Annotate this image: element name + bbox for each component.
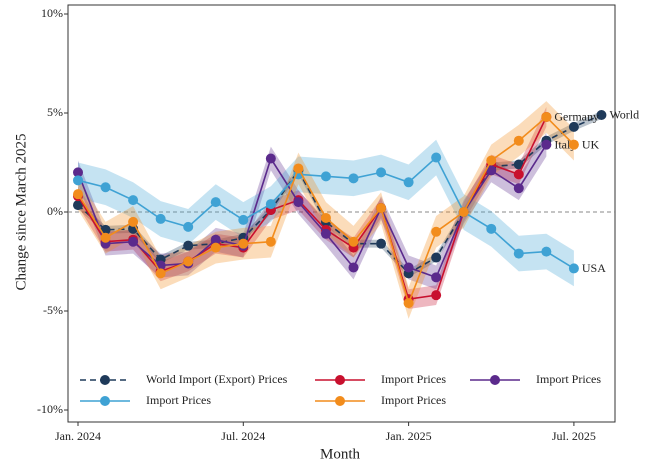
- point: [431, 226, 442, 237]
- plot-frame: [67, 4, 616, 423]
- point: [293, 163, 304, 174]
- point: [210, 242, 221, 253]
- point: [541, 139, 552, 150]
- legend-marker: [335, 396, 345, 406]
- end-label: World: [609, 108, 639, 122]
- x-tick-label: Jan. 2024: [55, 429, 101, 443]
- point: [210, 197, 221, 208]
- point: [513, 135, 524, 146]
- point: [73, 167, 83, 178]
- point: [513, 183, 524, 194]
- y-tick-label: -5%: [43, 303, 63, 317]
- point: [320, 171, 331, 182]
- point: [403, 177, 414, 188]
- point: [73, 189, 83, 200]
- point: [541, 246, 552, 257]
- point: [183, 240, 194, 251]
- point: [348, 173, 359, 184]
- point: [348, 262, 359, 273]
- point: [265, 199, 276, 210]
- legend-marker: [100, 396, 110, 406]
- y-tick-label: 0%: [47, 204, 63, 218]
- y-axis-label: Change since March 2025: [13, 133, 29, 290]
- confidence-band: [78, 101, 574, 319]
- point: [568, 263, 579, 274]
- point: [320, 228, 331, 239]
- point: [568, 121, 579, 132]
- end-label: USA: [582, 261, 606, 275]
- point: [513, 248, 524, 259]
- point: [486, 165, 497, 176]
- point: [431, 152, 442, 163]
- legend-label: Import Prices: [381, 372, 446, 386]
- point: [403, 262, 414, 273]
- y-tick-label: 10%: [41, 6, 63, 20]
- legend-marker: [490, 375, 500, 385]
- legend-label: Import Prices: [381, 393, 446, 407]
- point: [73, 200, 83, 211]
- point: [376, 167, 387, 178]
- x-axis-label: Month: [320, 446, 361, 462]
- point: [155, 213, 166, 224]
- point: [183, 221, 194, 232]
- legend-label: Import Prices: [536, 372, 601, 386]
- point: [348, 236, 359, 247]
- legend-label: Import Prices: [146, 393, 211, 407]
- point: [431, 290, 442, 301]
- point: [293, 197, 304, 208]
- point: [431, 252, 442, 263]
- x-tick-label: Jul. 2024: [221, 429, 265, 443]
- point: [458, 207, 469, 217]
- point: [596, 109, 607, 120]
- point: [541, 111, 552, 122]
- point: [568, 139, 579, 150]
- point: [128, 216, 139, 227]
- confidence-band: [78, 132, 547, 290]
- legend-marker: [335, 375, 345, 385]
- y-tick-label: 5%: [47, 105, 63, 119]
- confidence-band: [78, 139, 574, 287]
- point: [265, 236, 276, 247]
- point: [486, 223, 497, 234]
- point: [320, 212, 331, 223]
- point: [513, 169, 524, 180]
- point: [210, 234, 221, 245]
- legend-marker: [100, 375, 110, 385]
- point: [238, 238, 249, 249]
- end-label: Germany: [554, 110, 599, 124]
- point: [183, 256, 194, 267]
- point: [100, 232, 111, 243]
- point: [403, 298, 414, 309]
- end-label: UK: [582, 137, 600, 151]
- point: [128, 236, 139, 247]
- point: [265, 153, 276, 164]
- point: [486, 155, 497, 166]
- point: [376, 238, 387, 249]
- point: [73, 175, 83, 186]
- x-tick-label: Jul. 2025: [552, 429, 596, 443]
- point: [128, 195, 139, 206]
- point: [513, 159, 524, 170]
- x-tick-label: Jan. 2025: [386, 429, 432, 443]
- point: [100, 182, 111, 193]
- y-tick-label: -10%: [37, 402, 63, 416]
- point: [376, 203, 387, 214]
- point: [155, 268, 166, 279]
- point: [431, 272, 442, 283]
- point: [238, 214, 249, 225]
- legend-label: World Import (Export) Prices: [146, 372, 288, 386]
